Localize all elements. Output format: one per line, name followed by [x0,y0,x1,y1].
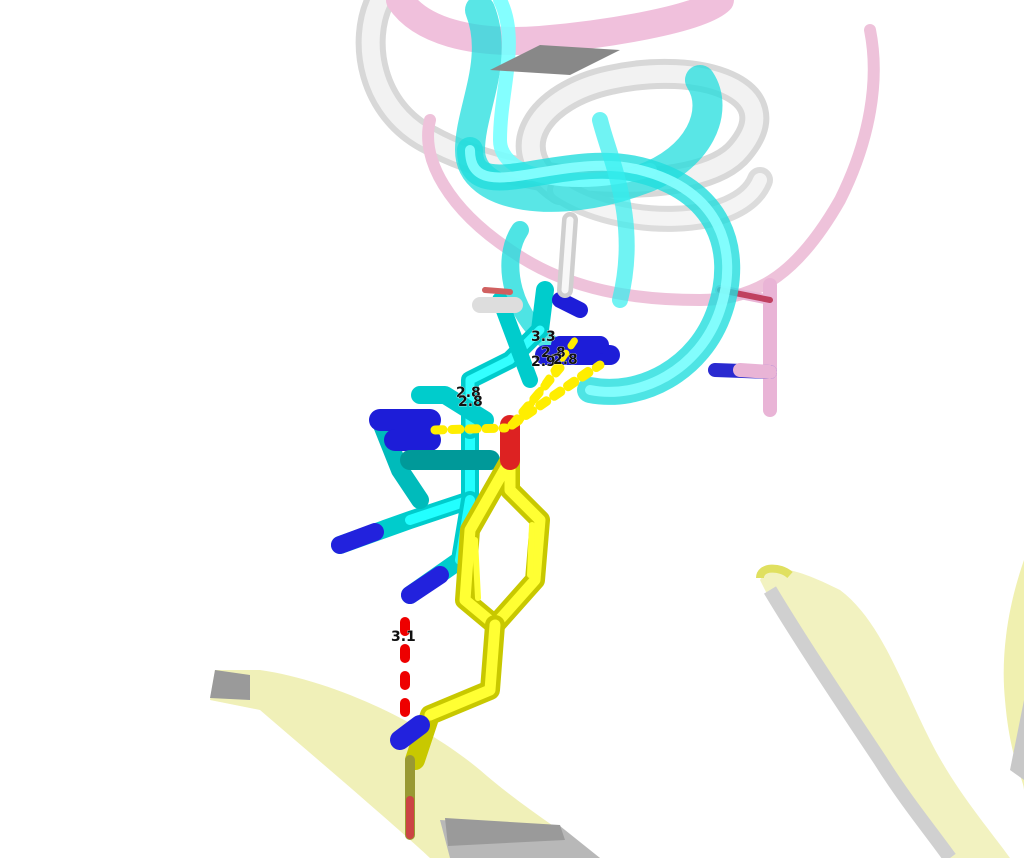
distance-label: 3.3 [531,329,556,345]
cartoon-helix-cyan [454,0,741,405]
white-residue-stick [472,212,578,313]
cyan-residue-sticks [331,281,620,604]
beta-strand-right [756,560,1024,858]
yellow-ligand-sticks [390,415,550,840]
distance-label: 2.9 [531,354,556,370]
distance-labels: 3.3 2.8 2.9 2.8 2.8 2.8 3.1 [391,329,578,646]
distance-label: 2.8 [541,345,566,361]
hbond-dashes-yellow [430,336,605,435]
distance-label: 3.1 [391,629,416,645]
distance-label: 2.8 [458,394,483,410]
distance-label: 2.8 [456,385,481,401]
distance-label: 2.8 [553,352,578,368]
helix-shadow [490,45,620,75]
